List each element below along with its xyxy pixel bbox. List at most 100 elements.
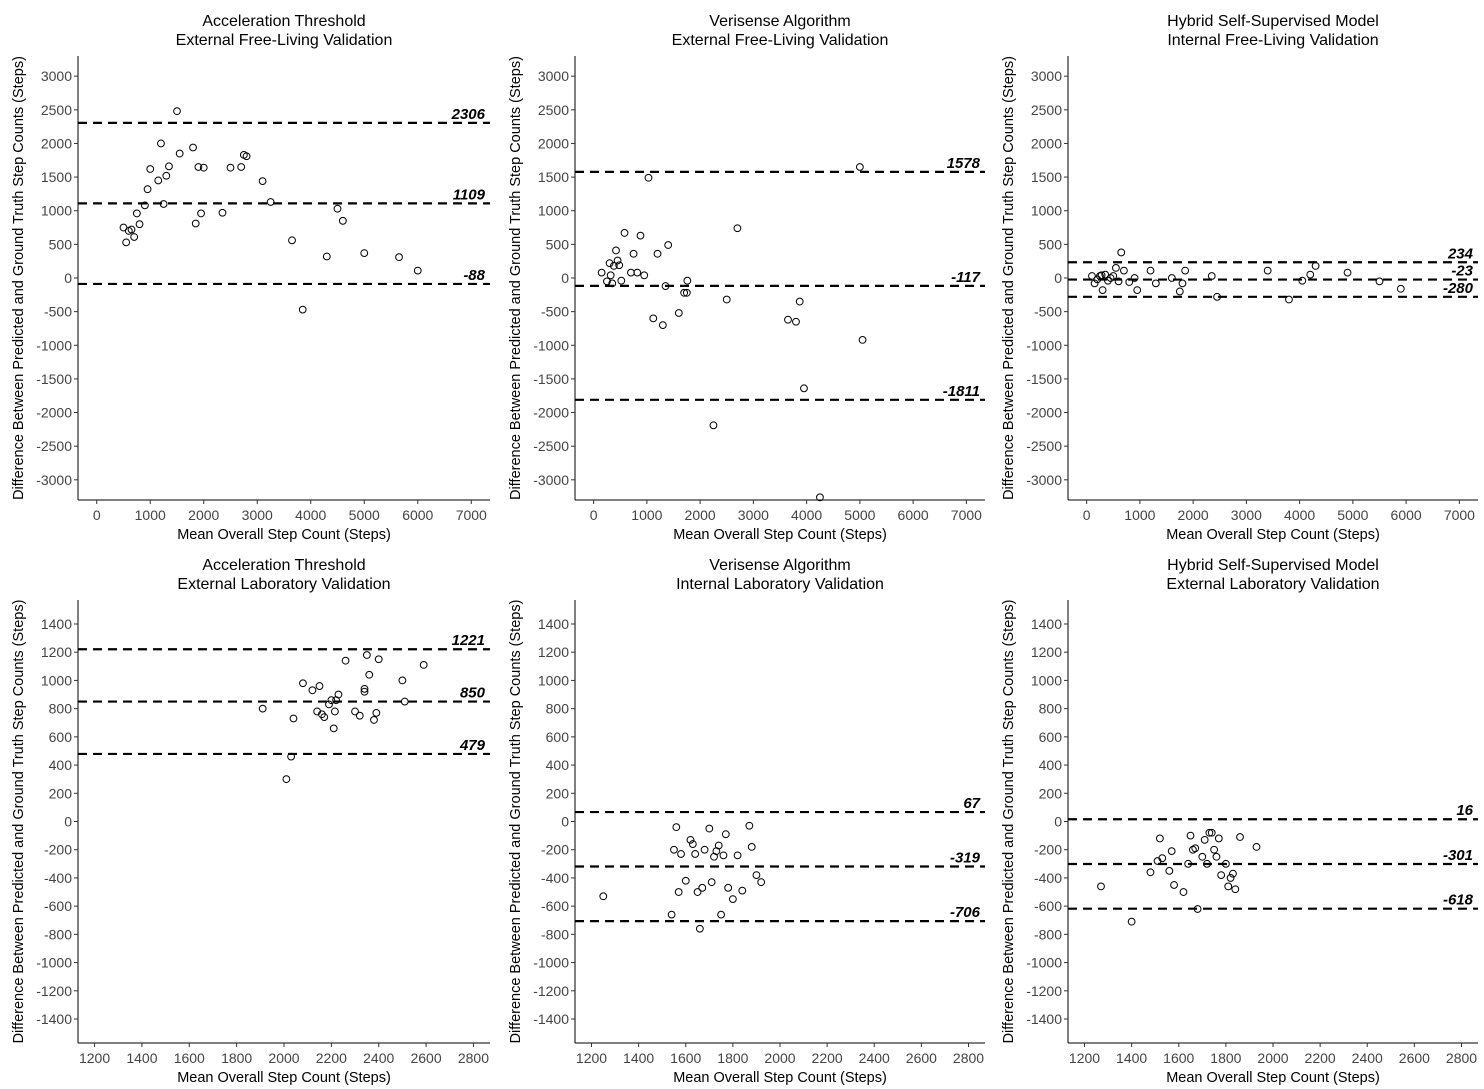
chart-title: External Laboratory Validation [177,576,390,593]
x-tick-label: 4000 [791,507,822,523]
data-point [1214,834,1223,843]
y-tick-label: 800 [546,701,570,717]
data-point [738,886,747,895]
data-point [360,684,369,693]
data-point [288,236,296,245]
y-tick-label: 2000 [538,135,569,151]
data-point [1175,287,1184,296]
y-tick-label: 0 [1054,814,1062,830]
data-point [299,679,307,688]
data-point [308,686,317,695]
data-point [681,876,690,885]
data-point [1191,844,1200,853]
y-tick-label: -400 [44,870,72,886]
data-point [1200,835,1209,844]
chart-title: Acceleration Threshold [202,557,365,574]
y-tick-label: 1000 [538,203,569,219]
y-tick-label: -2500 [1026,438,1062,454]
data-point [1155,834,1164,843]
y-tick-label: 0 [561,270,569,286]
data-point [338,216,347,225]
chart-title: Acceleration Threshold [202,13,365,30]
x-tick-label: 1400 [1116,1050,1147,1066]
y-tick-label: 1000 [41,672,72,688]
data-point [615,261,624,270]
data-point [757,878,766,887]
y-axis-title: Difference Between Predicted and Ground … [508,56,524,500]
data-point [332,696,340,705]
data-point [1205,828,1214,837]
data-point [800,384,808,393]
y-tick-label: -400 [541,870,569,886]
y-tick-label: 400 [546,757,570,773]
x-tick-label: 2200 [316,1050,347,1066]
x-tick-label: 5000 [349,507,380,523]
data-point [691,850,700,858]
data-point [1212,852,1221,861]
y-tick-label: 1500 [1031,169,1062,185]
y-tick-label: -3000 [1026,472,1062,488]
y-tick-label: 1500 [538,169,569,185]
data-point [1213,292,1221,301]
data-point [395,253,403,262]
y-tick-label: 1400 [41,616,72,632]
data-point [719,851,728,860]
data-point [682,288,691,297]
data-point [688,840,697,848]
data-point [1151,279,1160,288]
chart-panel-4: Acceleration Threshold External Laborator… [11,557,490,1086]
data-point [664,241,673,249]
data-point [189,143,197,152]
data-point [700,845,709,854]
data-point [709,421,718,430]
data-point [122,238,131,247]
x-axis-title: Mean Overall Step Count (Steps) [177,527,391,543]
x-tick-label: 2600 [906,1050,937,1066]
x-tick-label: 2200 [1305,1050,1336,1066]
data-point [322,252,331,261]
data-point [237,163,246,171]
reference-line-label: -280 [1443,280,1474,297]
x-tick-label: 3000 [1231,507,1262,523]
chart-title: External Free-Living Validation [672,32,889,49]
data-point [351,707,359,716]
x-tick-label: 1000 [135,507,166,523]
x-tick-label: 4000 [1284,507,1315,523]
reference-line-label: 1221 [452,632,485,649]
data-point [1396,284,1405,293]
chart-title: Verisense Algorithm [709,557,850,574]
data-point [683,276,692,285]
data-point [1210,845,1218,854]
y-tick-label: -200 [541,842,569,858]
data-point [1221,859,1230,868]
data-point [606,271,615,280]
data-point [258,704,267,713]
data-point [608,279,617,288]
data-point [130,233,139,241]
y-tick-label: -400 [1034,870,1062,886]
data-point [603,277,611,286]
data-point [629,249,638,258]
x-tick-label: 1800 [221,1050,252,1066]
data-point [1120,266,1128,275]
data-point [605,259,614,268]
x-tick-label: 2000 [685,507,716,523]
data-point [599,892,608,901]
data-point [298,305,307,314]
data-point [1263,266,1272,275]
data-point [1285,295,1293,304]
y-tick-label: -3000 [533,472,569,488]
data-point [670,845,678,854]
data-point [728,895,737,903]
data-point [1207,272,1216,280]
reference-line-label: 234 [1447,245,1474,262]
data-point [1217,871,1226,880]
data-point [162,171,171,180]
x-tick-label: 7000 [951,507,982,523]
x-tick-label: 1600 [174,1050,205,1066]
y-tick-label: -600 [541,898,569,914]
x-tick-label: 2000 [764,1050,795,1066]
data-point [282,775,291,784]
chart-title: Hybrid Self-Supervised Model [1167,13,1379,30]
y-tick-label: 1500 [41,169,72,185]
